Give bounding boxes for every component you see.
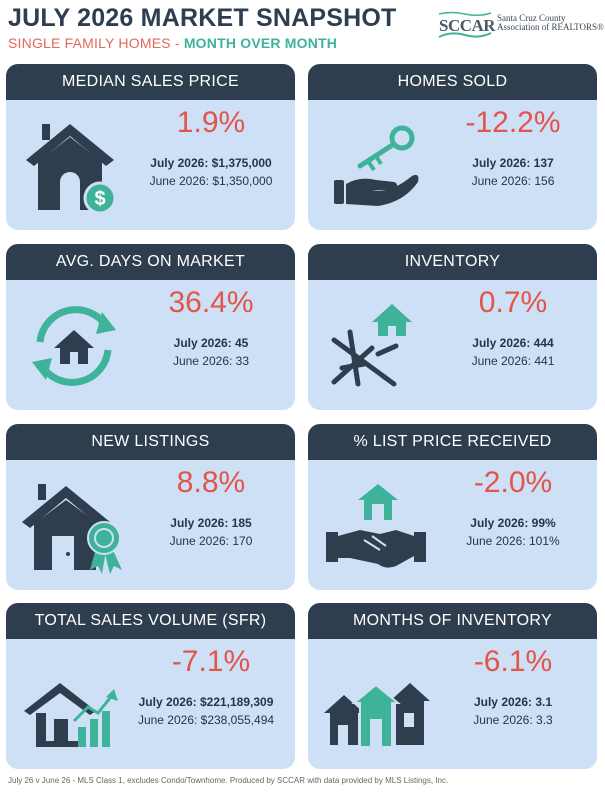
current-value: July 2026: 137: [472, 156, 554, 170]
logo-abbr: SCCAR: [439, 16, 496, 35]
previous-value: June 2026: 441: [471, 354, 555, 368]
logo-line-2: Association of REALTORS®: [497, 22, 604, 32]
logo-wave-icon: [438, 11, 492, 38]
house-dollar-icon: $: [26, 124, 117, 215]
card-homes-sold: HOMES SOLD -12.2% July 2026: 137 June 20…: [308, 64, 597, 230]
previous-value: June 2026: 33: [172, 354, 250, 368]
current-value: July 2026: 3.1: [473, 695, 553, 709]
change-percent: -2.0%: [473, 466, 553, 499]
card-avg-days-on-market: AVG. DAYS ON MARKET 36.4% July 2026: 45 …: [6, 244, 295, 410]
logo-text: Santa Cruz County Association of REALTOR…: [497, 14, 604, 32]
current-value: July 2026: 185: [170, 516, 252, 530]
house-badge-icon: [22, 484, 122, 574]
card-title: MEDIAN SALES PRICE: [6, 64, 295, 100]
subtitle-segment-b: MONTH OVER MONTH: [183, 35, 338, 51]
change-percent: -7.1%: [171, 645, 251, 678]
card-new-listings: NEW LISTINGS 8.8% July 2026: 185 June 20…: [6, 424, 295, 590]
card-median-sales-price: MEDIAN SALES PRICE $ 1.9% July 2026: $1,…: [6, 64, 295, 230]
card-total-sales-volume: TOTAL SALES VOLUME (SFR) -7.1% July 2026…: [6, 603, 295, 769]
change-percent: 8.8%: [176, 466, 246, 499]
previous-value: June 2026: 3.3: [473, 713, 553, 727]
card-title: AVG. DAYS ON MARKET: [6, 244, 295, 280]
current-value: July 2026: 444: [472, 336, 554, 350]
previous-value: June 2026: $238,055,494: [137, 713, 275, 727]
page-subtitle: SINGLE FAMILY HOMES - MONTH OVER MONTH: [8, 35, 337, 51]
change-percent: 1.9%: [176, 106, 246, 139]
handshake-house-icon: [326, 484, 426, 568]
page-title: JULY 2026 MARKET SNAPSHOT: [8, 4, 397, 32]
current-value: July 2026: 99%: [470, 516, 556, 530]
change-percent: 36.4%: [168, 286, 254, 319]
three-houses-icon: [324, 683, 430, 748]
previous-value: June 2026: 101%: [466, 534, 560, 548]
change-percent: 0.7%: [478, 286, 548, 319]
card-title: HOMES SOLD: [308, 64, 597, 100]
house-cycle-icon: [32, 306, 116, 386]
card-title: % LIST PRICE RECEIVED: [308, 424, 597, 460]
hand-key-icon: [334, 125, 419, 206]
current-value: July 2026: $221,189,309: [138, 695, 274, 709]
change-percent: -12.2%: [465, 106, 561, 139]
house-chart-icon: [24, 683, 118, 747]
sccar-logo: SCCAR Santa Cruz County Association of R…: [437, 10, 604, 40]
card-title: INVENTORY: [308, 244, 597, 280]
logo-line-1: Santa Cruz County: [497, 13, 566, 23]
previous-value: June 2026: 156: [471, 174, 555, 188]
card-title: TOTAL SALES VOLUME (SFR): [6, 603, 295, 639]
house-blueprint-icon: [331, 304, 412, 387]
card-inventory: INVENTORY 0.7% July 2026: 444 June 2026:…: [308, 244, 597, 410]
svg-text:$: $: [94, 188, 105, 210]
card-months-of-inventory: MONTHS OF INVENTORY -6.1% July 2026: 3.1…: [308, 603, 597, 769]
previous-value: June 2026: 170: [169, 534, 253, 548]
card-title: NEW LISTINGS: [6, 424, 295, 460]
subtitle-segment-a: SINGLE FAMILY HOMES -: [8, 35, 184, 51]
current-value: July 2026: 45: [173, 336, 249, 350]
card-list-price-received: % LIST PRICE RECEIVED -2.0% July 2026: 9…: [308, 424, 597, 590]
current-value: July 2026: $1,375,000: [150, 156, 272, 170]
footer-note: July 26 v June 26 - MLS Class 1, exclude…: [8, 776, 449, 785]
change-percent: -6.1%: [473, 645, 553, 678]
previous-value: June 2026: $1,350,000: [149, 174, 273, 188]
card-title: MONTHS OF INVENTORY: [308, 603, 597, 639]
